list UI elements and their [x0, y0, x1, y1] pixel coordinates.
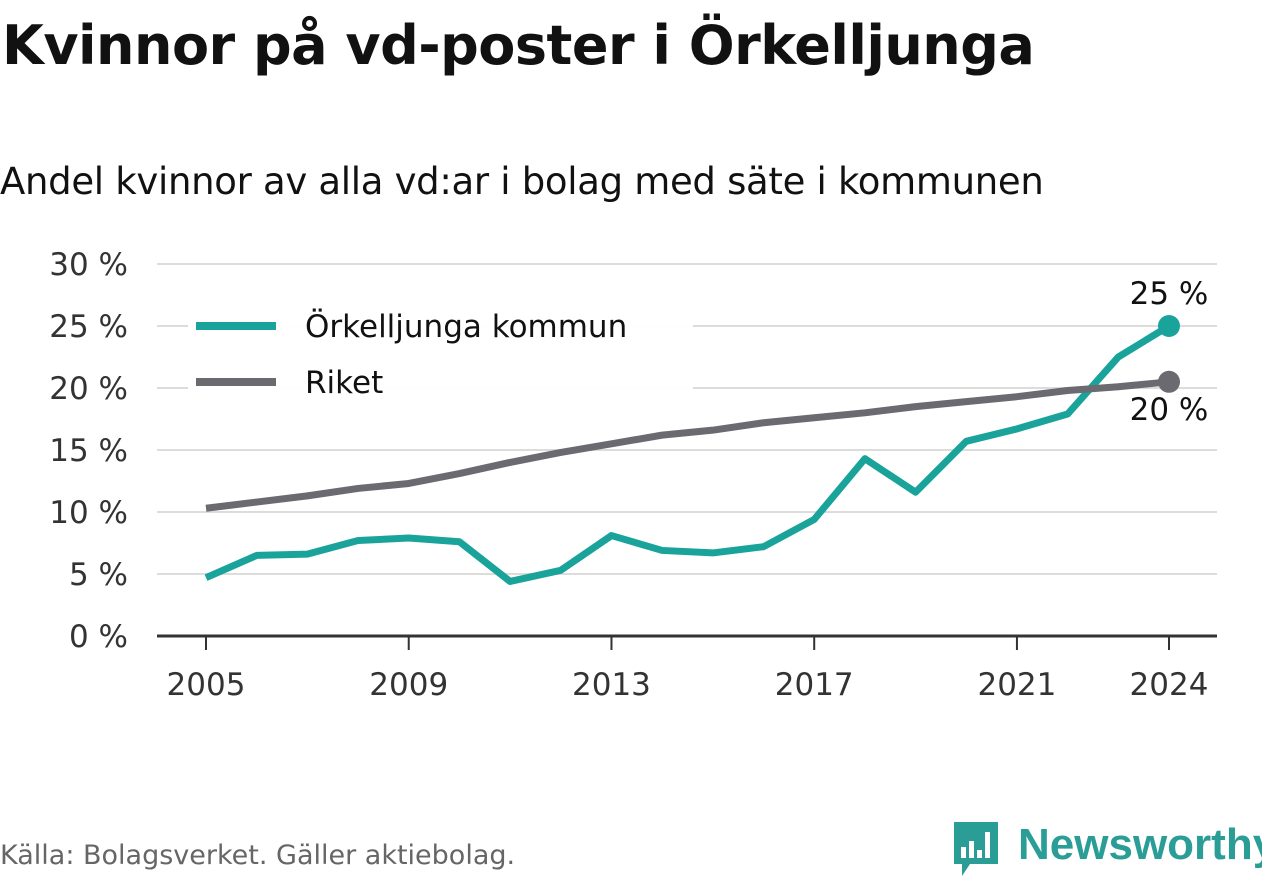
y-tick-label: 25 %	[49, 309, 128, 345]
y-tick-label: 15 %	[49, 433, 128, 469]
end-value-label: 25 %	[1130, 276, 1209, 312]
x-tick-label: 2021	[977, 667, 1056, 703]
series-end-point	[1158, 370, 1180, 393]
legend-background	[188, 300, 693, 410]
x-tick-label: 2013	[572, 667, 651, 703]
end-labels: 25 % 20 %	[1130, 276, 1209, 428]
chart-subtitle: Andel kvinnor av alla vd:ar i bolag med …	[0, 160, 1044, 203]
y-tick-label: 20 %	[49, 371, 128, 407]
y-tick-label: 10 %	[49, 495, 128, 531]
chart-title: Kvinnor på vd-poster i Örkelljunga	[2, 14, 1035, 77]
end-value-label: 20 %	[1130, 392, 1209, 428]
x-tick-label: 2024	[1130, 667, 1209, 703]
y-tick-label: 0 %	[69, 619, 128, 655]
x-tick-label: 2005	[167, 667, 246, 703]
x-tick-label: 2009	[369, 667, 448, 703]
legend-label: Riket	[305, 365, 383, 401]
series-line	[205, 378, 1170, 512]
y-tick-label: 30 %	[49, 247, 128, 283]
legend-label: Örkelljunga kommun	[305, 308, 627, 345]
series-line	[204, 323, 1171, 585]
legend: Örkelljunga kommun Riket	[188, 300, 693, 410]
source-note: Källa: Bolagsverket. Gäller aktiebolag.	[0, 840, 516, 871]
brand-logo: Newsworthy	[950, 820, 1262, 880]
x-tick-label: 2017	[775, 667, 854, 703]
newsworthy-chart-bubble-icon	[954, 822, 998, 876]
series-end-point	[1158, 315, 1180, 337]
brand-name: Newsworthy	[1018, 820, 1262, 869]
series-lines	[204, 315, 1180, 585]
y-tick-label: 5 %	[69, 557, 128, 593]
axes: 0 % 5 % 10 % 15 % 20 % 25 % 30 % 2005 2009 2013 20…	[49, 247, 1217, 703]
